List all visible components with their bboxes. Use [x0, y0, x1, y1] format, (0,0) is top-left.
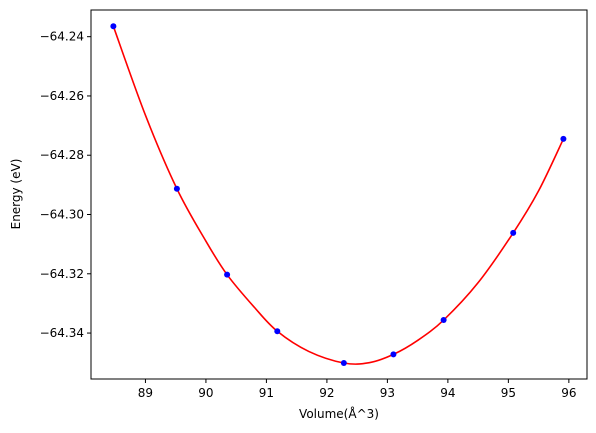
- x-tick-label: 89: [138, 386, 153, 400]
- x-axis-ticks: 89 90 91 92 93 94 95 96: [138, 379, 576, 400]
- x-tick-label: 96: [561, 386, 576, 400]
- y-axis-ticks: −64.34 −64.32 −64.30 −64.28 −64.26 −64.24: [40, 30, 91, 340]
- data-point: [340, 360, 347, 366]
- y-tick-label: −64.30: [40, 208, 84, 222]
- plot-area-frame: [90, 9, 588, 380]
- y-tick-label: −64.34: [40, 326, 84, 340]
- y-tick-label: −64.26: [40, 89, 84, 103]
- y-tick-label: −64.32: [40, 267, 84, 281]
- data-point: [510, 229, 517, 236]
- x-tick-label: 93: [380, 386, 395, 400]
- data-point: [173, 185, 180, 192]
- y-tick-label: −64.28: [40, 148, 84, 162]
- x-tick-label: 95: [501, 386, 516, 400]
- x-tick-label: 92: [319, 386, 334, 400]
- x-axis-label: Volume(Å^3): [299, 406, 379, 421]
- data-point: [440, 317, 447, 324]
- data-point: [274, 328, 281, 335]
- data-point: [560, 135, 567, 142]
- data-point: [224, 271, 231, 278]
- y-tick-label: −64.24: [40, 30, 84, 44]
- x-tick-label: 90: [198, 386, 213, 400]
- x-tick-label: 94: [440, 386, 455, 400]
- data-point: [390, 351, 397, 358]
- data-points-layer: [110, 23, 567, 366]
- x-tick-label: 91: [259, 386, 274, 400]
- data-point: [110, 23, 117, 30]
- y-axis-label: Energy (eV): [9, 159, 23, 230]
